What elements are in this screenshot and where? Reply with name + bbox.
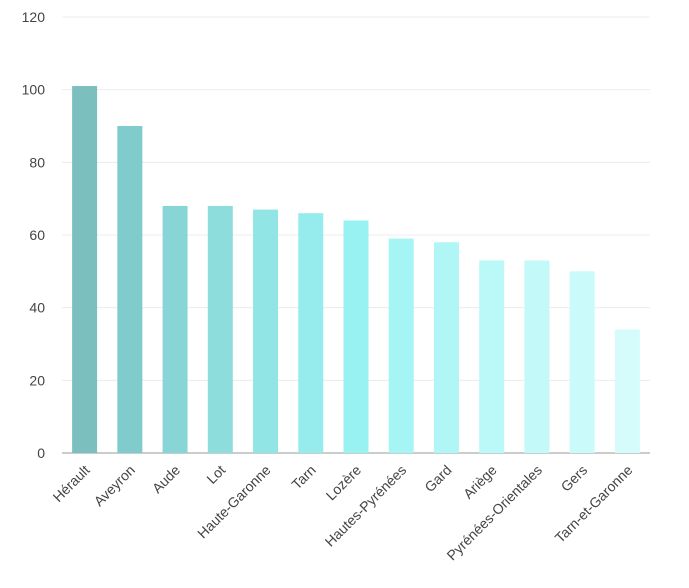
bar — [343, 220, 369, 453]
bar — [207, 205, 233, 453]
bar — [569, 271, 595, 453]
bar — [72, 86, 98, 454]
bar — [117, 126, 143, 453]
bar — [433, 242, 459, 453]
y-tick-label: 120 — [22, 9, 46, 25]
x-tick-label: Tarn-et-Garonne — [552, 462, 636, 546]
y-tick-label: 100 — [22, 82, 46, 98]
y-tick-label: 80 — [29, 154, 45, 170]
bar — [388, 238, 414, 453]
x-tick-label: Ariège — [460, 462, 500, 502]
x-tick-label: Aude — [149, 462, 184, 497]
x-tick-label: Hérault — [50, 462, 93, 505]
x-tick-label: Aveyron — [91, 462, 138, 509]
x-tick-label: Gers — [558, 462, 591, 495]
bar — [614, 329, 640, 453]
bar — [479, 260, 505, 453]
bar — [524, 260, 550, 453]
x-tick-label: Gard — [421, 462, 454, 495]
y-tick-label: 0 — [37, 445, 45, 461]
x-tick-label: Lot — [203, 462, 228, 487]
bar — [253, 209, 279, 453]
x-tick-label: Lozère — [323, 462, 365, 504]
x-tick-label: Tarn — [288, 462, 319, 493]
y-tick-label: 40 — [29, 300, 45, 316]
bar — [162, 205, 188, 453]
bar — [298, 213, 324, 453]
y-tick-label: 60 — [29, 227, 45, 243]
x-tick-label: Hautes-Pyrénées — [322, 462, 410, 550]
y-tick-label: 20 — [29, 372, 45, 388]
